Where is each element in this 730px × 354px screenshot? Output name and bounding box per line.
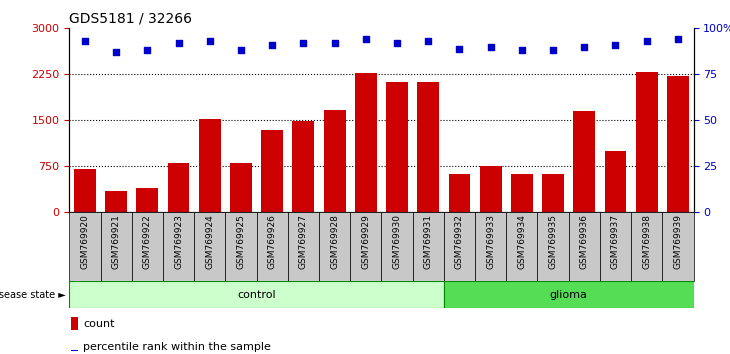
Text: GSM769927: GSM769927 [299, 215, 308, 269]
Point [391, 40, 403, 46]
Point [235, 47, 247, 53]
Bar [74, 170, 96, 212]
Bar [418, 82, 439, 212]
Point [204, 38, 215, 44]
Text: disease state ►: disease state ► [0, 290, 66, 300]
Bar [105, 191, 127, 212]
Bar [261, 130, 283, 212]
Bar [257, 212, 288, 281]
Point [173, 40, 185, 46]
Text: GSM769920: GSM769920 [80, 215, 90, 269]
Point [423, 38, 434, 44]
Text: GSM769939: GSM769939 [673, 215, 683, 269]
Bar [288, 212, 319, 281]
Bar [101, 212, 131, 281]
Text: GSM769928: GSM769928 [330, 215, 339, 269]
Point [142, 47, 153, 53]
Bar [137, 188, 158, 212]
Bar [355, 73, 377, 212]
Text: GSM769936: GSM769936 [580, 215, 589, 269]
Bar [573, 111, 595, 212]
Bar [569, 212, 600, 281]
Text: GSM769930: GSM769930 [393, 215, 402, 269]
Text: GSM769924: GSM769924 [205, 215, 215, 269]
Bar [293, 121, 315, 212]
Point [328, 40, 340, 46]
Bar [667, 75, 689, 212]
Bar [507, 212, 537, 281]
Point [110, 50, 122, 55]
Text: control: control [237, 290, 276, 300]
Bar [168, 163, 190, 212]
Bar [350, 212, 381, 281]
Text: glioma: glioma [550, 290, 588, 300]
Text: GSM769925: GSM769925 [237, 215, 245, 269]
Bar [71, 317, 78, 330]
Bar [69, 212, 101, 281]
Bar [537, 212, 569, 281]
Bar [226, 212, 257, 281]
Point [360, 36, 372, 42]
Bar [480, 166, 502, 212]
Point [298, 40, 310, 46]
Bar [631, 212, 662, 281]
Point [610, 42, 621, 48]
Bar [475, 212, 507, 281]
Text: GSM769933: GSM769933 [486, 215, 495, 269]
Bar [163, 212, 194, 281]
Bar [194, 212, 226, 281]
Text: GSM769923: GSM769923 [174, 215, 183, 269]
Text: GSM769922: GSM769922 [143, 215, 152, 269]
Text: GSM769935: GSM769935 [548, 215, 558, 269]
Point [79, 38, 91, 44]
Text: GSM769929: GSM769929 [361, 215, 370, 269]
Point [641, 38, 653, 44]
Point [453, 46, 465, 51]
Point [548, 47, 559, 53]
Bar [444, 281, 694, 308]
Point [485, 44, 496, 50]
Text: count: count [83, 319, 115, 330]
Bar [444, 212, 475, 281]
Text: GSM769921: GSM769921 [112, 215, 120, 269]
Bar [381, 212, 412, 281]
Text: GDS5181 / 32266: GDS5181 / 32266 [69, 12, 192, 26]
Point [516, 47, 528, 53]
Point [578, 44, 590, 50]
Bar [636, 72, 658, 212]
Bar [386, 82, 408, 212]
Bar [542, 175, 564, 212]
Text: GSM769934: GSM769934 [518, 215, 526, 269]
Text: GSM769937: GSM769937 [611, 215, 620, 269]
Bar [69, 281, 444, 308]
Bar [604, 151, 626, 212]
Text: GSM769938: GSM769938 [642, 215, 651, 269]
Bar [199, 119, 220, 212]
Bar [131, 212, 163, 281]
Bar [600, 212, 631, 281]
Text: percentile rank within the sample: percentile rank within the sample [83, 342, 271, 353]
Point [672, 36, 684, 42]
Bar [412, 212, 444, 281]
Bar [323, 110, 345, 212]
Bar [511, 175, 533, 212]
Bar [662, 212, 694, 281]
Bar [230, 163, 252, 212]
Bar [448, 175, 470, 212]
Point [266, 42, 278, 48]
Text: GSM769926: GSM769926 [268, 215, 277, 269]
Bar [319, 212, 350, 281]
Text: GSM769932: GSM769932 [455, 215, 464, 269]
Text: GSM769931: GSM769931 [423, 215, 433, 269]
